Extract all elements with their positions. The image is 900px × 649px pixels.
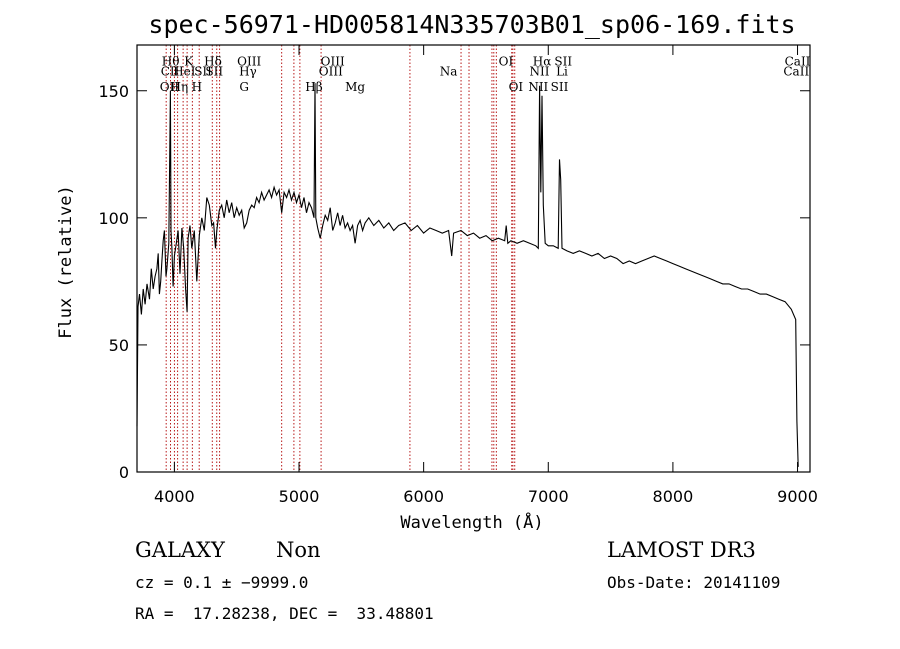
y-tick-label: 100 [98,209,129,228]
line-label: OI [509,80,524,94]
x-tick-label: 7000 [528,487,569,506]
y-tick-label: 0 [119,463,129,482]
line-label: CaII [785,54,811,68]
observation-date: Obs-Date: 20141109 [607,573,781,592]
redshift-text: cz = 0.1 ± −9999.0 [135,573,309,592]
line-label: Hβ [305,80,322,94]
object-subclass: Non [276,538,321,562]
x-tick-label: 4000 [154,487,195,506]
line-label: H [192,80,202,94]
line-label: Hδ [204,54,222,68]
object-class: GALAXY [135,538,225,562]
line-label: SII [551,80,569,94]
line-label: OII [160,80,180,94]
x-tick-label: 8000 [653,487,694,506]
line-label: NII [530,65,550,79]
line-label: Na [440,65,458,79]
line-label: SII [554,54,572,68]
sky-coordinates: RA = 17.28238, DEC = 33.48801 [135,604,434,623]
line-label: SII [194,65,212,79]
line-label: Hθ [162,54,180,68]
line-label: OIII [319,65,343,79]
line-label: SII [205,65,223,79]
line-label: CII [161,65,180,79]
spectrum-line [136,83,799,467]
x-tick-label: 6000 [403,487,444,506]
plot-frame [136,44,811,473]
y-tick-label: 50 [109,336,129,355]
line-label: HeI [173,65,196,79]
line-label: K [184,54,194,68]
line-label: Mg [345,80,365,94]
axis-ticks: 4000 5000 6000 7000 8000 9000 0 50 100 150 [98,45,818,506]
x-tick-label: 5000 [279,487,320,506]
line-label: Li [556,65,568,79]
line-label: Hη [171,80,189,94]
chart-title: spec-56971-HD005814N335703B01_sp06-169.f… [148,10,795,39]
line-label: OIII [237,54,261,68]
y-tick-label: 150 [98,82,129,101]
spectral-line-markers [165,45,516,472]
x-tick-label: 9000 [777,487,818,506]
y-axis-title: Flux (relative) [56,185,76,339]
survey-release: LAMOST DR3 [607,538,756,562]
line-label: Hα [533,54,552,68]
line-label: NII [528,80,548,94]
line-label: OI [499,54,514,68]
x-axis-title: Wavelength (Å) [400,511,543,533]
line-label: OIII [321,54,345,68]
line-label: G [239,80,249,94]
line-label: Hγ [239,65,257,79]
line-label: CaII [783,65,809,79]
